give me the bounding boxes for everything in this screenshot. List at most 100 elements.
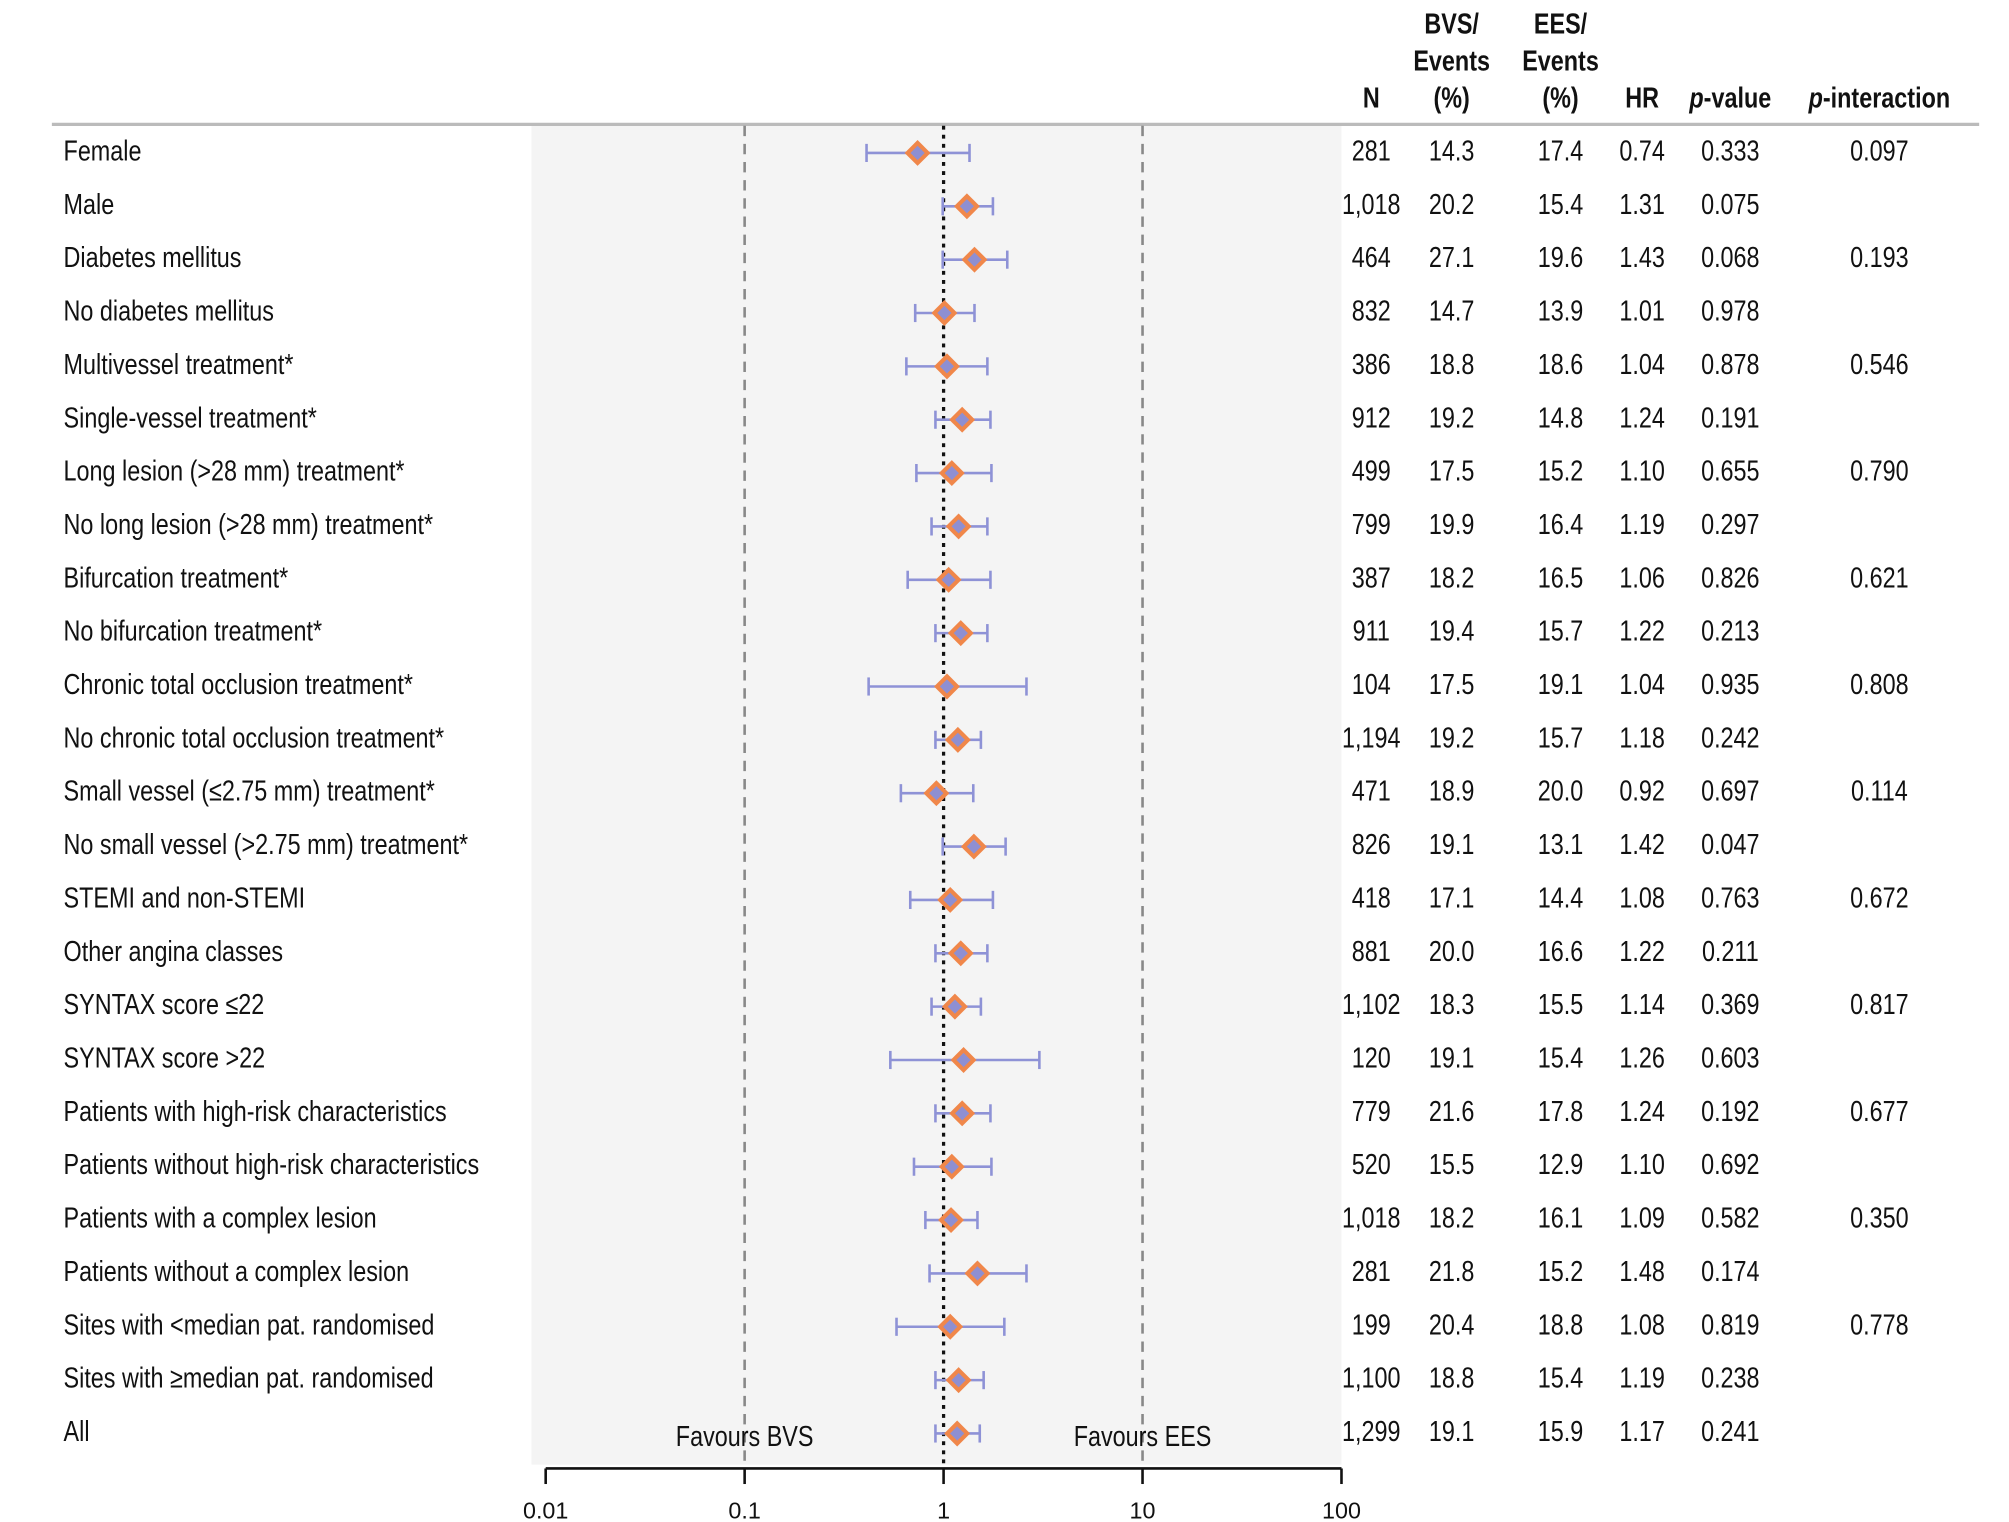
- row-label: Female: [64, 134, 142, 167]
- cell-ees-events: 13.9: [1538, 294, 1583, 327]
- cell-n: 832: [1352, 294, 1391, 327]
- cell-p-value: 0.068: [1701, 241, 1759, 274]
- cell-n: 881: [1352, 935, 1391, 968]
- cell-ees-events: 12.9: [1538, 1148, 1583, 1181]
- cell-p-value: 0.192: [1701, 1095, 1759, 1128]
- cell-bvs-events: 18.9: [1429, 774, 1474, 807]
- hr-marker-inner: [943, 1319, 958, 1334]
- row-label: No small vessel (>2.75 mm) treatment*: [64, 828, 469, 861]
- row-label: Single-vessel treatment*: [64, 401, 317, 434]
- column-header: HR: [1625, 81, 1659, 114]
- cell-bvs-events: 17.5: [1429, 668, 1474, 701]
- cell-p-interaction: 0.817: [1850, 988, 1908, 1021]
- x-tick-label: 0.1: [728, 1498, 760, 1522]
- cell-bvs-events: 19.1: [1429, 1041, 1474, 1074]
- cell-ees-events: 20.0: [1538, 774, 1583, 807]
- cell-bvs-events: 18.8: [1429, 1361, 1474, 1394]
- cell-n: 464: [1352, 241, 1391, 274]
- cell-p-value: 0.075: [1701, 188, 1759, 221]
- cell-p-interaction: 0.778: [1850, 1308, 1908, 1341]
- hr-marker-inner: [950, 732, 966, 747]
- cell-p-interaction: 0.114: [1851, 774, 1908, 807]
- cell-ees-events: 18.8: [1538, 1308, 1583, 1341]
- cell-p-value: 0.174: [1701, 1255, 1759, 1288]
- cell-n: 120: [1352, 1041, 1391, 1074]
- cell-value-labels: 1.14: [1619, 988, 1664, 1021]
- cell-bvs-events: 19.1: [1429, 1415, 1474, 1448]
- cell-p-value: 0.763: [1701, 881, 1759, 914]
- cell-ees-events: 14.4: [1538, 881, 1583, 914]
- row-label: Sites with ≥median pat. randomised: [64, 1361, 434, 1394]
- cell-n: 386: [1352, 348, 1391, 381]
- cell-value-labels: 1.26: [1619, 1041, 1664, 1074]
- cell-ees-events: 17.4: [1538, 134, 1583, 167]
- cell-p-value: 0.692: [1701, 1148, 1759, 1181]
- hr-marker-inner: [937, 305, 952, 321]
- cell-p-value: 0.819: [1701, 1308, 1759, 1341]
- column-header: p-value: [1689, 81, 1772, 114]
- cell-value-labels: 1.48: [1619, 1255, 1664, 1288]
- row-label: Male: [64, 188, 115, 221]
- cell-bvs-events: 27.1: [1429, 241, 1474, 274]
- cell-n: 911: [1353, 614, 1390, 647]
- cell-ees-events: 17.8: [1538, 1095, 1583, 1128]
- cell-n: 387: [1352, 561, 1391, 594]
- row-label: Chronic total occlusion treatment*: [64, 668, 413, 701]
- row-label: STEMI and non-STEMI: [64, 881, 306, 914]
- cell-ees-events: 15.4: [1538, 188, 1583, 221]
- column-header: N: [1363, 81, 1380, 114]
- cell-p-value: 0.333: [1701, 134, 1759, 167]
- cell-ees-events: 15.9: [1538, 1415, 1583, 1448]
- x-tick-label: 1: [937, 1498, 950, 1522]
- row-label: Patients with a complex lesion: [64, 1201, 377, 1234]
- cell-p-value: 0.582: [1701, 1201, 1759, 1234]
- row-label: Bifurcation treatment*: [64, 561, 289, 594]
- column-header: BVS/: [1424, 7, 1479, 40]
- column-header: Events: [1522, 44, 1599, 77]
- cell-bvs-events: 15.5: [1429, 1148, 1474, 1181]
- cell-ees-events: 15.2: [1538, 454, 1583, 487]
- cell-value-labels: 0.92: [1619, 774, 1664, 807]
- cell-value-labels: 1.08: [1619, 881, 1664, 914]
- cell-bvs-events: 19.4: [1429, 614, 1474, 647]
- cell-value-labels: 1.17: [1619, 1415, 1664, 1448]
- cell-ees-events: 19.1: [1538, 668, 1583, 701]
- cell-bvs-events: 18.8: [1429, 348, 1474, 381]
- cell-ees-events: 16.5: [1538, 561, 1583, 594]
- annotation: Favours BVS: [676, 1420, 814, 1453]
- cell-p-value: 0.655: [1701, 454, 1759, 487]
- hr-marker-inner: [941, 572, 956, 587]
- cell-n: 1,018: [1342, 1201, 1400, 1234]
- cell-p-value: 0.935: [1701, 668, 1759, 701]
- cell-ees-events: 15.2: [1538, 1255, 1583, 1288]
- cell-ees-events: 18.6: [1538, 348, 1583, 381]
- cell-bvs-events: 19.9: [1429, 508, 1474, 541]
- hr-marker-inner: [910, 145, 925, 161]
- cell-bvs-events: 20.0: [1429, 935, 1474, 968]
- cell-ees-events: 16.1: [1538, 1201, 1583, 1234]
- cell-value-labels: 1.31: [1619, 188, 1664, 221]
- row-label: Long lesion (>28 mm) treatment*: [64, 454, 405, 487]
- cell-p-value: 0.047: [1701, 828, 1759, 861]
- cell-p-value: 0.297: [1701, 508, 1759, 541]
- cell-bvs-events: 21.8: [1429, 1255, 1474, 1288]
- cell-n: 104: [1352, 668, 1391, 701]
- row-label: No chronic total occlusion treatment*: [64, 721, 445, 754]
- cell-bvs-events: 17.1: [1429, 881, 1474, 914]
- row-label: Patients without high-risk characteristi…: [64, 1148, 480, 1181]
- hr-marker-inner: [951, 519, 966, 534]
- cell-bvs-events: 14.7: [1429, 294, 1474, 327]
- cell-value-labels: 1.22: [1619, 935, 1664, 968]
- cell-ees-events: 15.7: [1538, 614, 1583, 647]
- cell-p-interaction: 0.808: [1850, 668, 1908, 701]
- cell-bvs-events: 18.2: [1429, 561, 1474, 594]
- hr-marker-inner: [966, 839, 982, 854]
- x-tick-label: 100: [1322, 1498, 1361, 1522]
- cell-value-labels: 1.10: [1619, 454, 1664, 487]
- row-label: Multivessel treatment*: [64, 348, 294, 381]
- cell-n: 779: [1352, 1095, 1391, 1128]
- cell-bvs-events: 19.1: [1429, 828, 1474, 861]
- cell-p-value: 0.878: [1701, 348, 1759, 381]
